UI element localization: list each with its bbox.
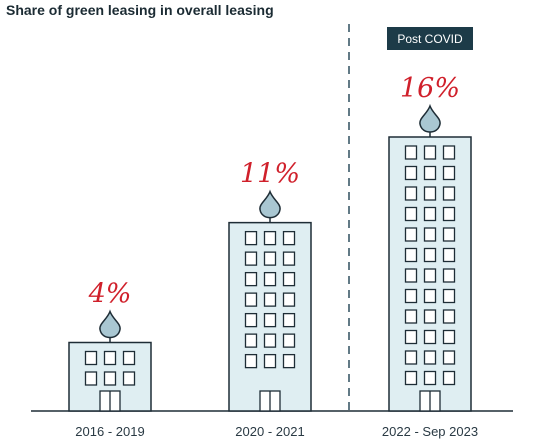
building-window: [423, 165, 437, 181]
building-window: [442, 350, 456, 365]
x-tick-label: 2020 - 2021: [235, 424, 304, 439]
building-window: [263, 333, 277, 348]
building-window: [404, 288, 418, 304]
x-tick-label: 2022 - Sep 2023: [382, 424, 478, 439]
building-window: [423, 206, 437, 222]
building-window: [404, 309, 418, 324]
leaf-icon: [99, 309, 121, 339]
building-window: [423, 145, 437, 160]
building-window: [263, 230, 277, 246]
building-window: [282, 230, 296, 246]
building-window: [423, 247, 437, 263]
building-window: [442, 309, 456, 324]
bar-building-2: 11% 2020 - 2021: [228, 159, 312, 439]
bar-building-3: 16% 2022 - Sep 2023: [382, 73, 478, 439]
building-window: [404, 350, 418, 365]
building-window: [442, 206, 456, 222]
building-window: [404, 227, 418, 242]
building-window: [282, 271, 296, 287]
building-window: [404, 247, 418, 263]
building-window: [282, 251, 296, 266]
building-window: [442, 370, 456, 386]
building-window: [263, 251, 277, 266]
building-window: [404, 186, 418, 201]
value-label: 11%: [240, 159, 300, 190]
building-window: [442, 329, 456, 345]
post-covid-badge: Post COVID: [387, 27, 473, 50]
building-window: [244, 333, 258, 348]
building-window: [423, 268, 437, 283]
x-tick-label: 2016 - 2019: [75, 424, 144, 439]
building-window: [122, 371, 136, 386]
building-window: [122, 350, 136, 366]
building-window: [442, 227, 456, 242]
building-window: [442, 288, 456, 304]
leaf-icon: [259, 189, 281, 219]
building-window: [404, 268, 418, 283]
value-label: 16%: [400, 73, 460, 104]
building-window: [244, 292, 258, 307]
building-window: [404, 165, 418, 181]
building-window: [244, 353, 258, 369]
building-window: [263, 312, 277, 328]
building-window: [404, 145, 418, 160]
leaf-icon: [419, 103, 441, 133]
post-covid-badge-label: Post COVID: [397, 32, 463, 46]
building-window: [404, 329, 418, 345]
building-window: [442, 268, 456, 283]
chart-title: Share of green leasing in overall leasin…: [6, 2, 274, 18]
building-window: [84, 350, 98, 366]
building-window: [103, 350, 117, 366]
building-window: [244, 251, 258, 266]
building-window: [244, 312, 258, 328]
building-window: [84, 371, 98, 386]
building-window: [423, 309, 437, 324]
building-window: [263, 292, 277, 307]
bar-building-1: 4% 2016 - 2019: [68, 279, 152, 439]
building-window: [423, 288, 437, 304]
building-window: [442, 165, 456, 181]
building-window: [244, 230, 258, 246]
building-window: [282, 292, 296, 307]
building-window: [423, 329, 437, 345]
building-window: [423, 227, 437, 242]
building-window: [263, 271, 277, 287]
post-covid-badge-bg: [387, 27, 473, 50]
building-window: [404, 370, 418, 386]
building-window: [244, 271, 258, 287]
building-window: [423, 370, 437, 386]
building-window: [263, 353, 277, 369]
building-window: [103, 371, 117, 386]
building-window: [282, 312, 296, 328]
building-window: [442, 145, 456, 160]
building-window: [282, 333, 296, 348]
building-window: [404, 206, 418, 222]
building-window: [423, 186, 437, 201]
value-label: 4%: [88, 279, 132, 310]
building-window: [282, 353, 296, 369]
building-window: [442, 186, 456, 201]
building-window: [442, 247, 456, 263]
building-window: [423, 350, 437, 365]
